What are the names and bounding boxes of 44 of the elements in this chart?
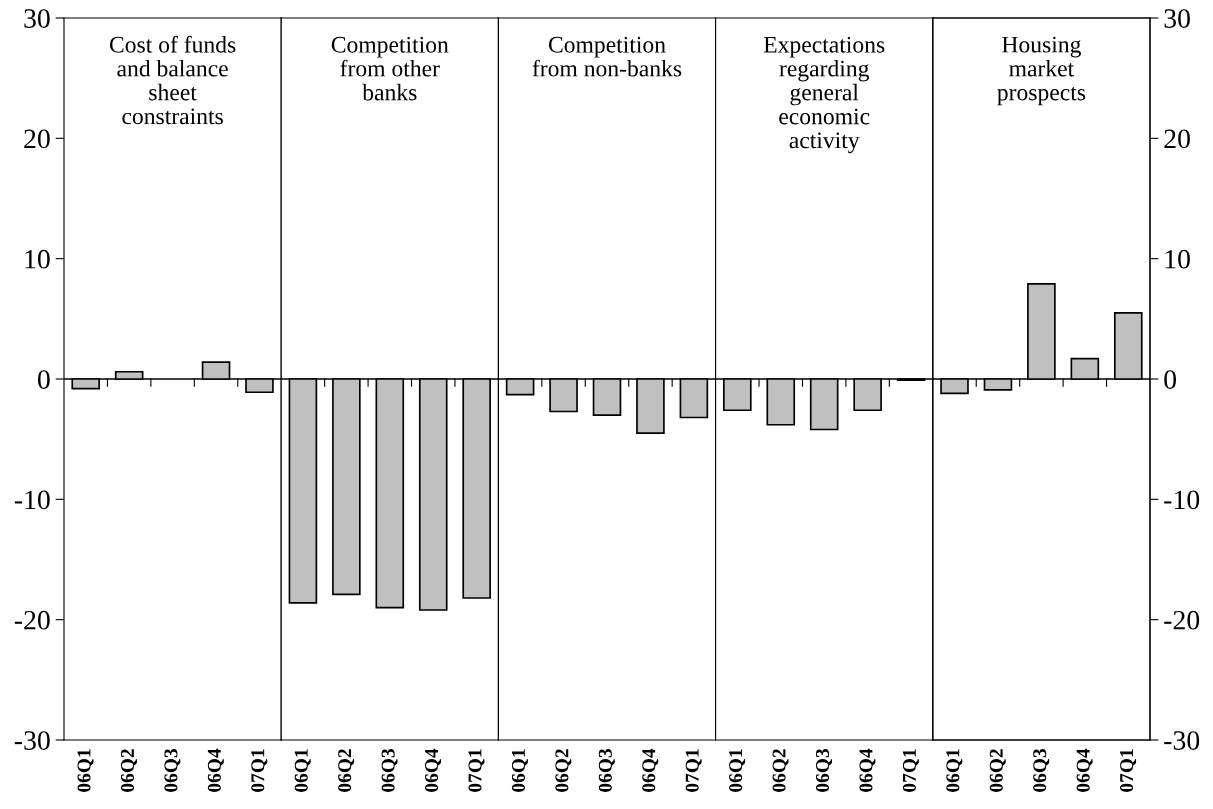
y-tick-label: 20: [24, 129, 50, 149]
x-tick-label: 06Q4: [424, 748, 442, 792]
x-tick-label: 07Q1: [685, 749, 702, 792]
x-tick-label: 06Q2: [338, 749, 355, 792]
x-tick-label: 06Q1: [294, 749, 311, 792]
y2-tick-label: -20: [1164, 610, 1200, 630]
y-tick-label: 30: [24, 9, 50, 28]
y-tick-label: -30: [14, 731, 50, 750]
x-tick-label: 06Q2: [120, 749, 137, 792]
x-tick-label: 06Q4: [642, 748, 659, 792]
x-tick-label: 06Q2: [989, 749, 1006, 792]
text: Competition from non-banks: [532, 36, 682, 77]
text: Expectations regarding general economic activity: [763, 36, 885, 154]
x-tick-label: 07Q1: [1120, 749, 1137, 792]
x-tick-label: 06Q4: [1076, 748, 1093, 792]
text: Cost of funds and balance sheet constraints: [109, 35, 236, 125]
y-tick-label: -10: [14, 490, 50, 510]
y-tick-label: -20: [14, 610, 50, 630]
text: Competition from other banks: [331, 36, 449, 101]
x-tick-label: 06Q2: [772, 749, 789, 792]
x-tick-label: 07Q1: [902, 749, 919, 792]
y2-tick-label: 0: [1164, 370, 1177, 389]
x-tick-label: 06Q1: [946, 749, 963, 792]
x-tick-label: 06Q1: [729, 749, 746, 792]
x-tick-label: 06Q1: [77, 749, 94, 792]
y2-tick-label: -10: [1164, 490, 1200, 510]
y2-tick-label: 30: [1164, 9, 1190, 28]
y2-tick-label: 20: [1164, 129, 1190, 149]
x-tick-label: 06Q3: [815, 749, 833, 792]
x-tick-label: 06Q3: [1033, 749, 1050, 792]
x-tick-label: 06Q3: [598, 749, 615, 792]
x-tick-label: 06Q2: [555, 749, 572, 792]
x-tick-label: 06Q4: [859, 748, 876, 792]
y2-tick-label: -30: [1164, 731, 1200, 750]
x-tick-label: 06Q3: [381, 749, 398, 792]
y-tick-label: 10: [25, 249, 50, 269]
x-tick-label: 06Q1: [511, 749, 528, 792]
y2-tick-label: 10: [1165, 249, 1190, 269]
x-tick-label: 07Q1: [468, 749, 485, 792]
x-tick-label: 07Q1: [251, 749, 268, 792]
x-tick-label: 06Q3: [164, 749, 181, 792]
text: Housing market prospects: [997, 36, 1086, 106]
y-tick-label: 0: [37, 370, 50, 389]
x-tick-label: 06Q4: [207, 748, 224, 792]
